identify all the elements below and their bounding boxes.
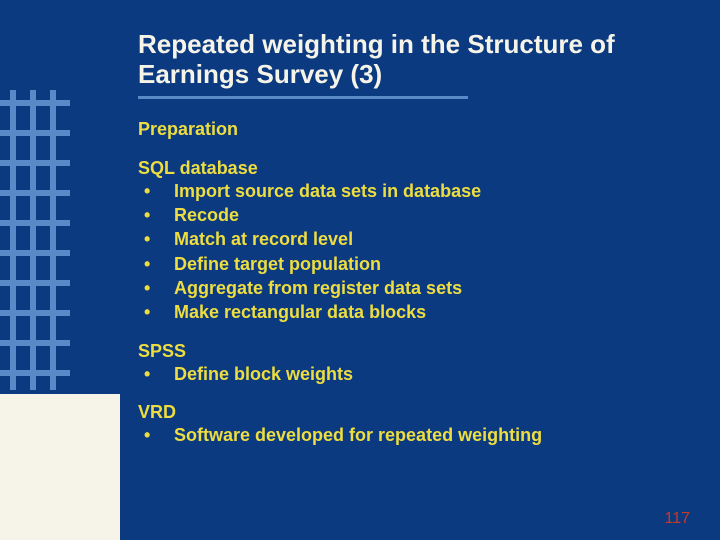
list-item-label: Recode (174, 203, 239, 227)
list-item-label: Aggregate from register data sets (174, 276, 462, 300)
list-item: •Recode (140, 203, 690, 227)
slide: Repeated weighting in the Structure of E… (0, 0, 720, 540)
group-heading: SQL database (138, 158, 690, 179)
bullet-list: •Define block weights (140, 362, 690, 386)
group-heading: SPSS (138, 341, 690, 362)
page-number: 117 (664, 510, 690, 528)
list-item-label: Import source data sets in database (174, 179, 481, 203)
list-item: •Make rectangular data blocks (140, 300, 690, 324)
title-underline (138, 96, 468, 99)
group-sql: SQL database •Import source data sets in… (138, 158, 690, 325)
left-sidebar (0, 0, 120, 540)
sidebar-bottom-panel (0, 394, 120, 540)
list-item: •Define block weights (140, 362, 690, 386)
list-item-label: Match at record level (174, 227, 353, 251)
sidebar-grid-pattern (0, 90, 70, 390)
list-item-label: Software developed for repeated weightin… (174, 423, 542, 447)
sidebar-top-panel (0, 0, 120, 394)
group-vrd: VRD •Software developed for repeated wei… (138, 402, 690, 447)
list-item: •Match at record level (140, 227, 690, 251)
list-item: •Aggregate from register data sets (140, 276, 690, 300)
group-spss: SPSS •Define block weights (138, 341, 690, 386)
bullet-list: •Import source data sets in database •Re… (140, 179, 690, 325)
list-item-label: Define target population (174, 252, 381, 276)
section-label: Preparation (138, 119, 690, 140)
list-item: •Define target population (140, 252, 690, 276)
slide-content: Repeated weighting in the Structure of E… (120, 0, 720, 540)
bullet-list: •Software developed for repeated weighti… (140, 423, 690, 447)
group-heading: VRD (138, 402, 690, 423)
list-item-label: Define block weights (174, 362, 353, 386)
list-item: •Software developed for repeated weighti… (140, 423, 690, 447)
slide-title: Repeated weighting in the Structure of E… (138, 30, 690, 90)
list-item-label: Make rectangular data blocks (174, 300, 426, 324)
list-item: •Import source data sets in database (140, 179, 690, 203)
